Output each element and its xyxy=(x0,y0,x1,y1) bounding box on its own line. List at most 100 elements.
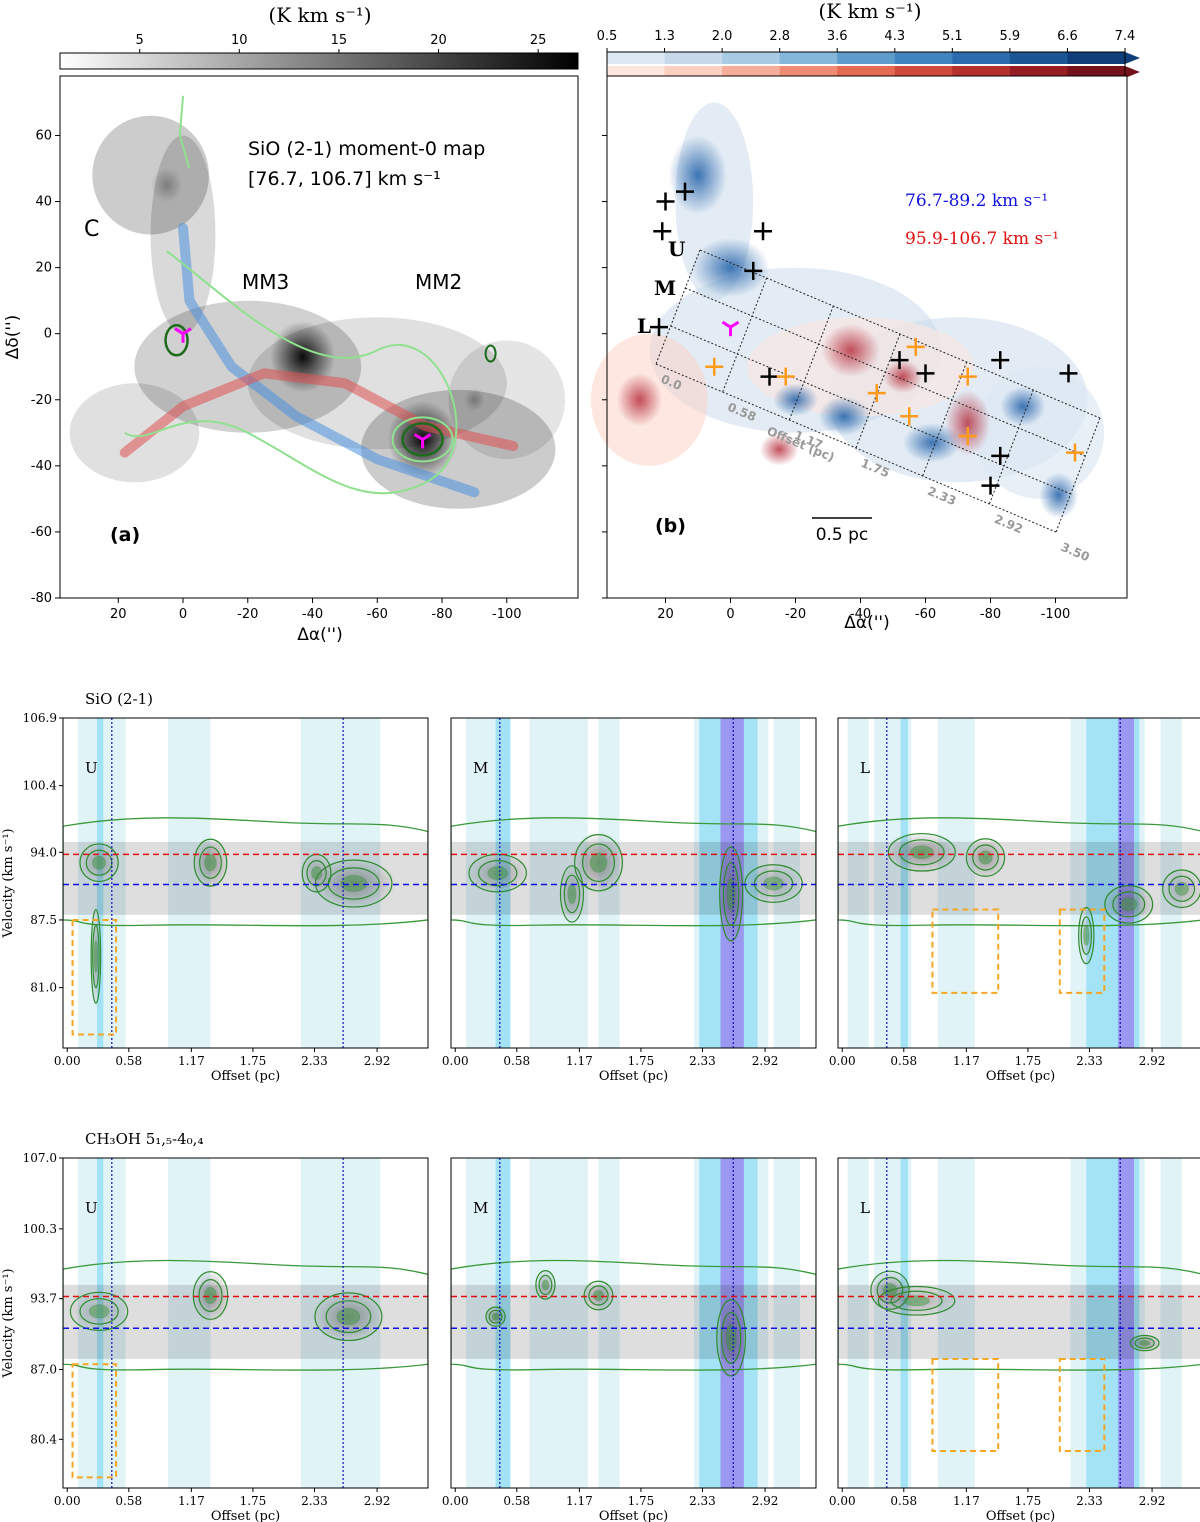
pv-contour xyxy=(877,1285,956,1316)
pv-y-tick-label: 106.9 xyxy=(23,711,57,725)
legend-blue: 76.7-89.2 km s⁻¹ xyxy=(905,191,1048,211)
black-cross-marker xyxy=(650,318,668,337)
colorbar-b-blue-step xyxy=(779,52,838,64)
pv-x-tick-label: 0.58 xyxy=(890,1054,917,1068)
pv-x-tick-label: 0.00 xyxy=(442,1054,469,1068)
core-marker xyxy=(413,433,432,449)
pv-contour xyxy=(92,924,100,989)
pv-contour xyxy=(93,940,99,973)
colorbar-b-red-step xyxy=(607,66,666,78)
pv-contour xyxy=(79,1298,119,1325)
map-title-line1: SiO (2-1) moment-0 map xyxy=(248,138,485,160)
pv-x-tick-label: 2.92 xyxy=(364,1494,391,1508)
black-cross-marker xyxy=(653,222,672,241)
legend-red: 95.9-106.7 km s⁻¹ xyxy=(905,229,1059,249)
pv-x-tick-label: 2.33 xyxy=(301,1054,328,1068)
colorbar-b-blue-step xyxy=(952,52,1011,64)
colorbar-b: 0.5 1.3 2.0 2.8 3.6 4.3 5.1 5.9 6.6 7.4 (K km s⁻¹) xyxy=(597,0,1140,79)
colorbar-b-blue-step xyxy=(837,52,896,64)
pv-contour xyxy=(559,865,585,923)
pv-contour xyxy=(491,1312,500,1321)
cut-divider xyxy=(655,249,701,365)
x-tick-label-b: -60 xyxy=(915,607,936,622)
map-title-line2: [76.7, 106.7] km s⁻¹ xyxy=(248,168,441,190)
pv-emission-blob xyxy=(718,841,744,946)
pv-x-tick-label: 0.58 xyxy=(115,1494,142,1508)
cut-label: U xyxy=(668,237,685,261)
colorbar-b-red-step xyxy=(894,66,953,78)
colorbar-a-tick-label: 20 xyxy=(430,33,447,48)
label-MM3: MM3 xyxy=(242,270,289,294)
colorbar-b-blue-extend xyxy=(1125,52,1140,64)
colorbar-b-tick-label: 5.9 xyxy=(1000,29,1021,44)
contour-dark xyxy=(484,344,497,363)
colorbar-b-blue-step xyxy=(607,52,666,64)
pv-x-tick-label: 0.00 xyxy=(442,1494,469,1508)
colorbar-b-tick-label: 3.6 xyxy=(827,29,848,44)
orange-cross-marker xyxy=(1066,443,1084,462)
y-tick-label-a: -60 xyxy=(31,525,52,540)
black-cross-marker xyxy=(991,351,1010,370)
black-cross-marker xyxy=(676,182,694,201)
pv-x-tick-label: 0.00 xyxy=(829,1054,856,1068)
pv-y-tick-label: 87.5 xyxy=(30,913,57,927)
pv-emission-blob xyxy=(534,1269,557,1301)
filament-red xyxy=(119,368,519,458)
pv-contour xyxy=(972,844,999,871)
pv-contour xyxy=(567,883,577,904)
cut-grid xyxy=(655,249,1101,533)
pv-contour xyxy=(69,1291,129,1332)
x-tick-label-a: 0 xyxy=(179,607,187,622)
pv-light-band xyxy=(1160,1158,1182,1488)
cut-divider xyxy=(722,277,768,393)
orange-cross-marker xyxy=(705,357,724,376)
pv-contour xyxy=(1112,891,1146,918)
pv-emission-blob xyxy=(741,862,806,905)
pv-emission-blob xyxy=(465,852,530,894)
colorbar-b-blue-step xyxy=(894,52,953,64)
diffuse-emission xyxy=(92,115,209,235)
pv-contour xyxy=(744,864,803,903)
pv-frame xyxy=(450,717,817,1049)
y-tick-label-a: -20 xyxy=(31,393,52,408)
pv-panel-U: U 0.00 0.58 1.17 1.75 2.33 2.92 Offset (pc) 107.… xyxy=(1,1151,429,1522)
pv-emission-blob xyxy=(192,836,229,889)
x-tick-label-b: -40 xyxy=(850,607,871,622)
colorbar-a-tick-label: 10 xyxy=(231,33,248,48)
label-MM2: MM2 xyxy=(415,270,462,294)
pv-light-band xyxy=(598,1158,620,1488)
x-tick-label-b: -100 xyxy=(1041,607,1071,622)
pv-x-tick-label: 1.75 xyxy=(240,1054,267,1068)
pv-contour xyxy=(583,1280,614,1311)
pv-x-tick-label: 2.92 xyxy=(1139,1494,1166,1508)
x-tick-label-a: -100 xyxy=(492,607,522,622)
contour-light xyxy=(178,95,191,169)
pv-panel-L: L 0.00 0.58 1.17 1.75 2.33 2.92 Offset (pc) xyxy=(829,1157,1200,1522)
black-cross-marker xyxy=(744,261,763,280)
pv-emission-blob xyxy=(964,836,1007,879)
pv-panel-content xyxy=(63,1158,428,1488)
pv-contour xyxy=(1080,916,1092,955)
pv-contour xyxy=(720,1311,742,1364)
orange-cross-marker xyxy=(867,384,886,403)
pv-contour xyxy=(204,1286,217,1305)
pv-emission-blob xyxy=(67,1290,131,1333)
pv-emission-blob xyxy=(1160,867,1200,910)
pv-x-tick-label: 2.92 xyxy=(752,1494,779,1508)
pv-x-tick-label: 0.00 xyxy=(54,1054,81,1068)
pv-light-band xyxy=(168,1158,211,1488)
core-marker xyxy=(721,320,740,337)
pv-frame xyxy=(837,1157,1200,1489)
filament-blue xyxy=(178,222,480,498)
colorbar-a-tick-label: 5 xyxy=(136,33,144,48)
pv-x-tick-label: 0.58 xyxy=(503,1494,530,1508)
pv-group-title: CH₃OH 5₁,₅-4₀,₄ xyxy=(85,1130,203,1148)
black-cross-marker xyxy=(1059,364,1078,383)
pv-contour xyxy=(325,1300,372,1334)
colorbar-b-red-step xyxy=(779,66,838,78)
pv-dashed-box xyxy=(71,918,118,1036)
y-axis-label-a: Δδ('') xyxy=(3,315,23,360)
pv-contour xyxy=(311,866,322,880)
y-tick-label-a: 20 xyxy=(35,261,52,276)
x-tick-label-b: -20 xyxy=(785,607,806,622)
